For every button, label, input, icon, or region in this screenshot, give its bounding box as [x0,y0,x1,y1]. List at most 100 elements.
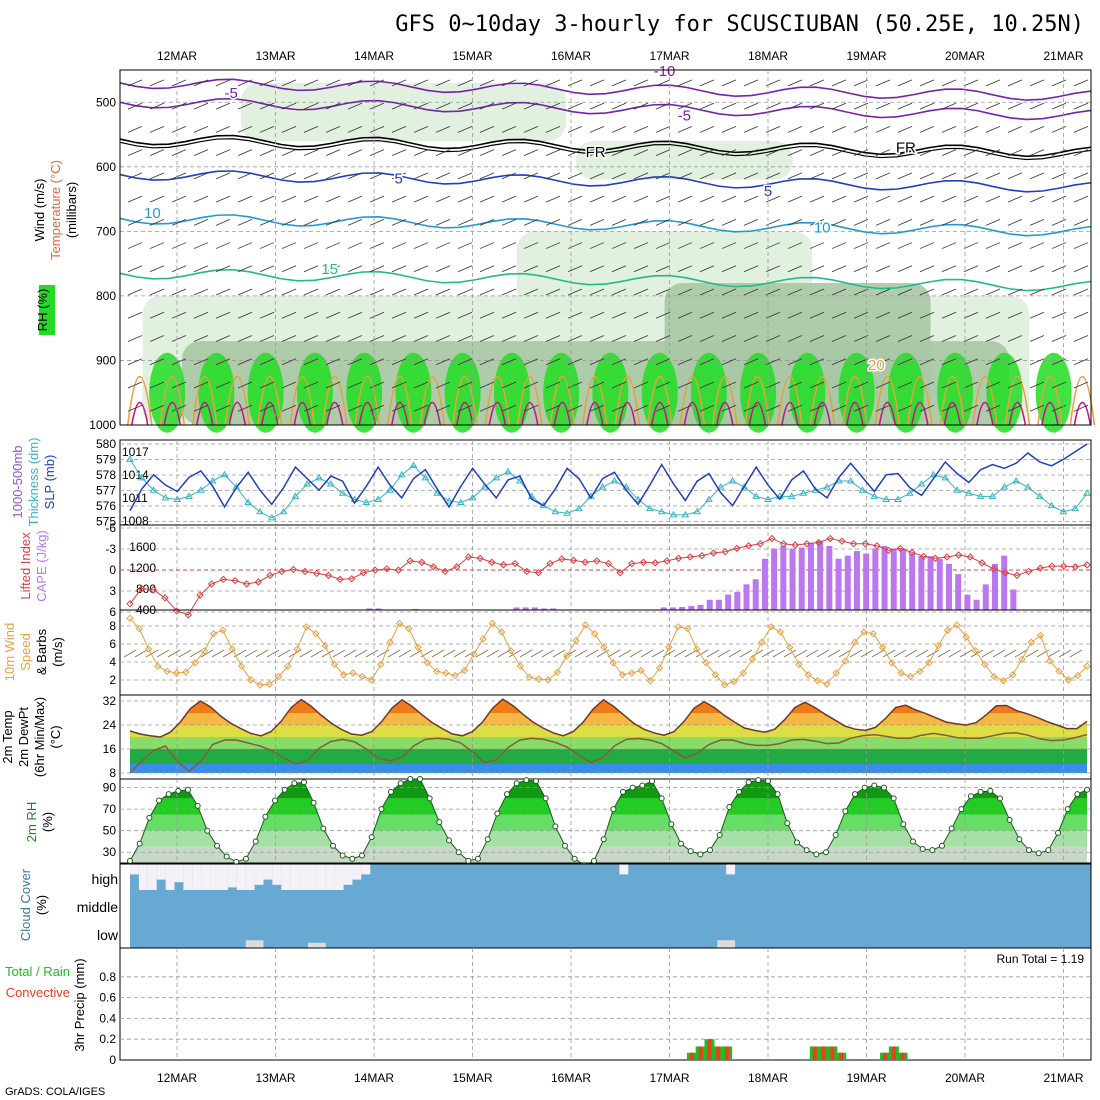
isotherm-label: 5 [394,171,402,188]
wind-barb [391,335,407,342]
wind-barb [193,195,209,203]
wind-barb [765,404,781,412]
lifted-index-series-point [207,580,216,588]
wind-speed-series-point [182,668,190,676]
thickness-series-point [610,476,619,484]
wind-barb [259,102,275,110]
precip-conv-bar [891,1046,896,1060]
cape-bar [743,584,750,610]
cloud-level-label: middle [77,899,118,915]
rh-series-point [494,810,501,817]
wind-barb [435,265,451,273]
wind-barb [281,172,297,180]
wind-barb [633,381,649,389]
wind10m-barb [1014,649,1028,658]
wind-barb [1029,172,1045,180]
wind-barb [281,218,297,226]
wind-speed-series-point [832,669,840,677]
rh-series-point [175,787,182,794]
wind-barb [391,311,407,319]
wind-barb [237,404,253,412]
surface-isotherm [614,375,641,426]
wind-barb [963,79,979,87]
wind-speed-series-point [943,626,952,634]
wind-barb [281,358,297,366]
upper-ylabel-2: (millibars) [64,182,79,238]
lifted-index-series-point [663,557,671,565]
wind-barb [655,102,671,110]
wind-barb [303,149,319,156]
wind-barb [479,102,495,110]
upper-frame [119,69,1092,426]
lifted-index-series-point [838,537,846,545]
isotherm-label: 20 [868,357,885,374]
wind-speed-series-point [460,666,469,675]
wind-barb [303,242,319,249]
thickness-series-point [598,483,607,490]
wind-barb [919,335,935,342]
wind-barb [875,218,891,226]
wind-barb [787,381,803,389]
wind-barb [325,358,341,366]
wind-barb [589,195,605,203]
wind10m-barb [882,649,896,658]
wind-barb [919,149,935,156]
wind-barb [1007,218,1023,226]
slp-ylabel-0: 1000-500mb [10,446,25,519]
wind-barb [479,195,495,203]
rh-series-point [417,776,423,782]
wind10m-barb [695,649,709,658]
surface-isotherm-hot [748,401,767,426]
wind-barb [1029,242,1045,249]
wind-speed-series-point [693,645,701,653]
wind-barb [303,195,319,203]
wind-barb [1007,265,1023,273]
wind-barb [435,404,451,412]
wind-barb [171,195,187,203]
thickness-series-point [1024,483,1032,490]
wind-barb [391,126,407,133]
wind-speed-series-point [1018,655,1026,664]
wind-barb [325,126,341,133]
rh-series-point [533,778,539,785]
wind-barb [369,218,385,226]
temp-band [130,737,1087,749]
wind-barb [347,311,363,319]
rh-bright-patch [1035,352,1072,433]
wind-barb [919,404,935,412]
cloud-ylabel-1: (%) [34,895,49,915]
cape-bar [955,574,962,610]
wind-barb [677,149,693,156]
wind-barb [985,265,1001,273]
wind-barb [1007,242,1023,249]
wind10m-barb [871,649,885,658]
lifted-index-series-point [814,538,823,547]
wind-speed-series-point [172,669,181,677]
wind-barb [611,149,627,156]
wind-barb [237,311,253,319]
wind-speed-series-point [321,641,329,650]
wind-barb [699,218,715,226]
wind-barb [325,381,341,389]
wind-barb [413,381,429,389]
wind-barb [633,242,649,249]
wind-barb [633,288,649,296]
cloud-high-bar [183,864,193,890]
rh-series-point [813,851,820,858]
wind-barb [281,149,297,156]
rh-series-point [562,842,568,849]
wind-barb [237,288,253,296]
wind-barb [611,126,627,133]
wind-barb [391,404,407,412]
cape-bar [945,563,952,610]
wind-barb [963,218,979,226]
cloud-level-label: high [92,871,118,887]
wind-barb [369,102,385,110]
wind-barb [127,102,143,110]
wind-barb [721,172,737,180]
rh-series-point [910,838,916,845]
wind-barb [567,358,583,366]
wind-barb [281,102,297,110]
cape-bar [412,608,419,610]
wind-speed-series-point [562,652,571,660]
